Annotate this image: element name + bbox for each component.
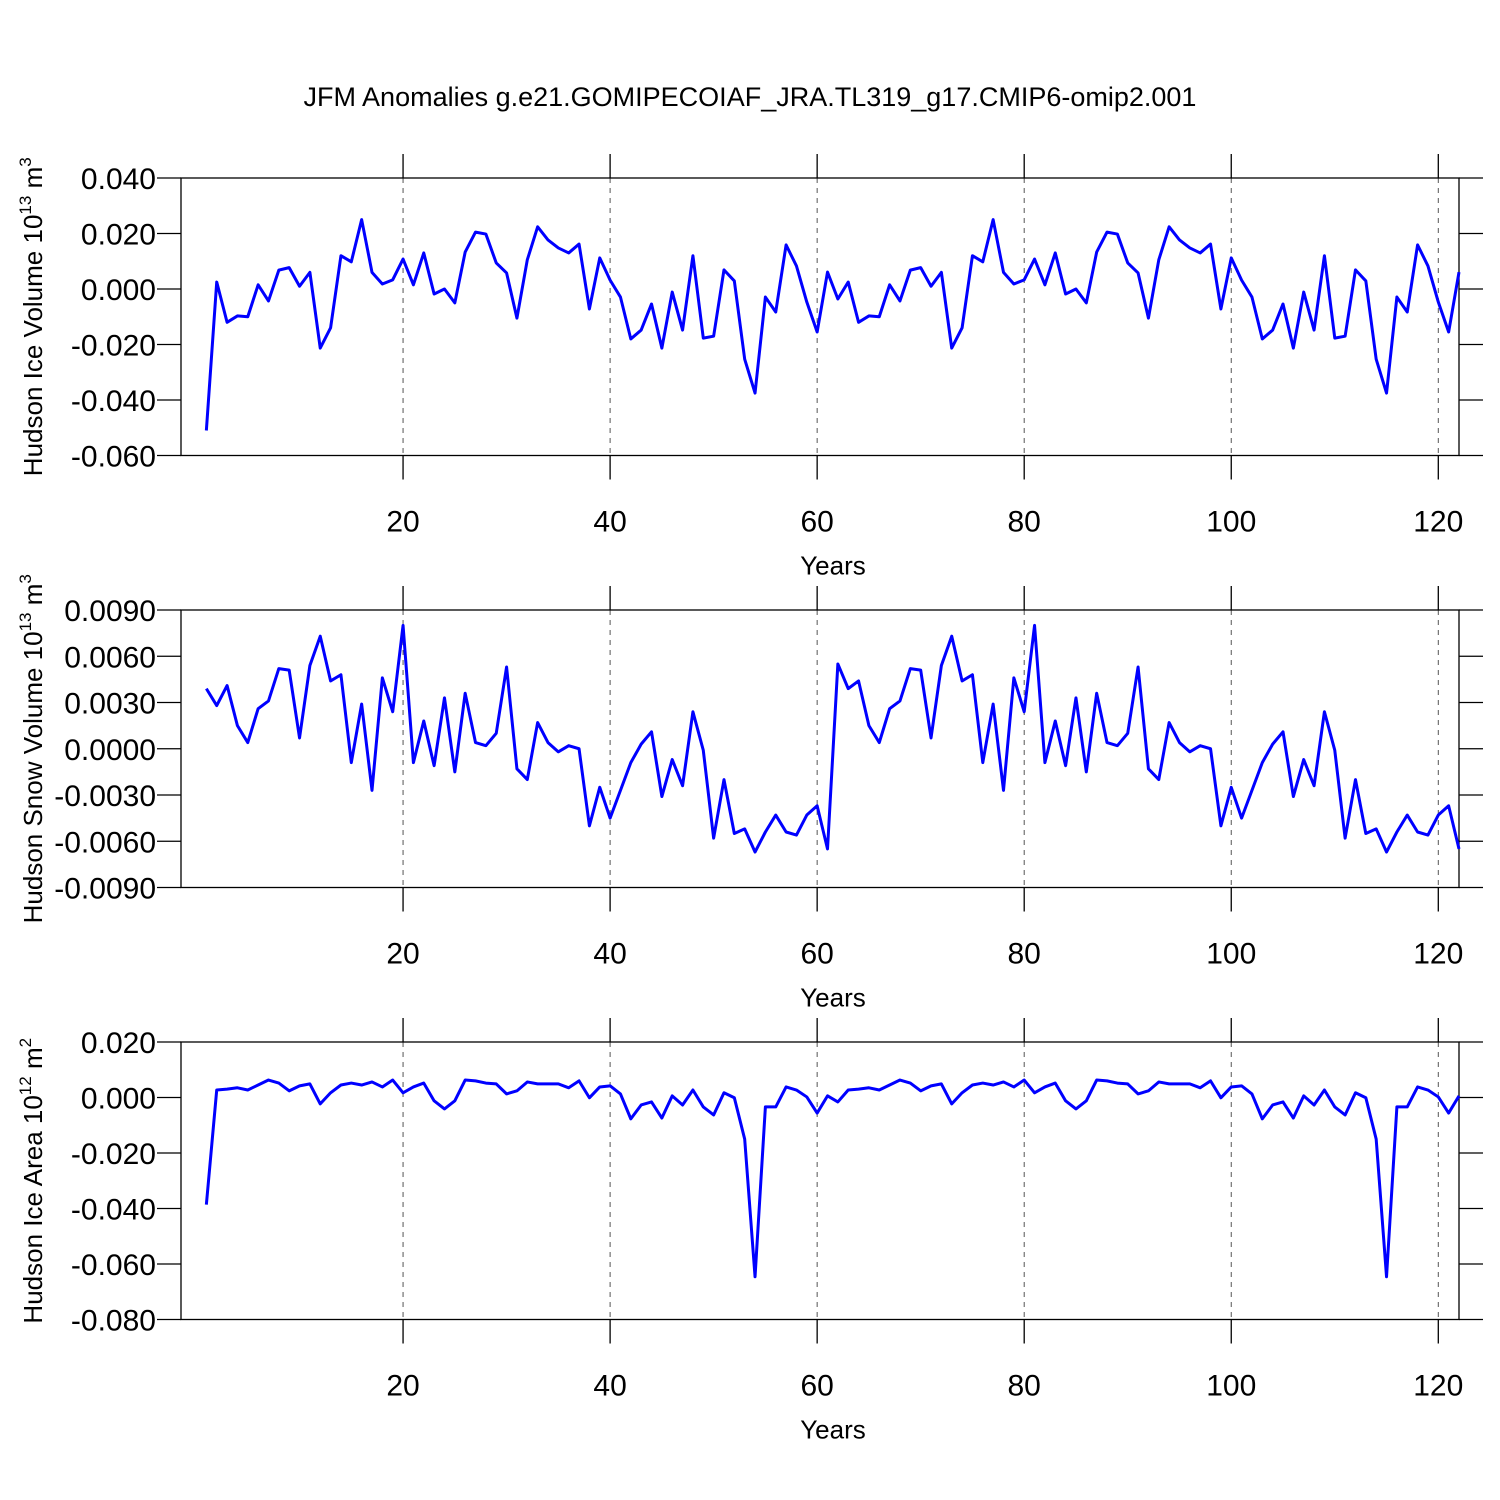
y-tick-label: 0.0030	[64, 688, 156, 721]
plot-frame	[180, 609, 1460, 889]
y-axis-title-part: Hudson Ice Area 10	[18, 1095, 48, 1323]
y-tick-label: -0.0060	[54, 826, 156, 859]
y-tick-label: -0.040	[71, 385, 156, 418]
y-axis-title: Hudson Ice Area 1012 m2	[16, 1038, 48, 1324]
y-tick-label: 0.0090	[64, 595, 156, 628]
y-tick-label: -0.040	[71, 1194, 156, 1227]
y-axis-title-part: m	[18, 1047, 48, 1076]
y-tick-label: -0.0030	[54, 780, 156, 813]
plot-frame	[180, 1041, 1460, 1321]
y-axis-title: Hudson Snow Volume 1013 m3	[16, 574, 48, 923]
plot-frame	[180, 177, 1460, 457]
y-axis-title-part: m	[18, 584, 48, 613]
x-tick-label: 120	[1413, 938, 1463, 971]
x-tick-label: 100	[1206, 1370, 1256, 1403]
x-tick-label: 80	[1008, 938, 1041, 971]
y-tick-label: -0.0090	[54, 873, 156, 906]
x-tick-label: 20	[386, 506, 419, 539]
x-tick-label: 120	[1413, 506, 1463, 539]
x-axis-title: Years	[800, 551, 866, 581]
y-tick-label: -0.060	[71, 1249, 156, 1282]
y-axis-title-exponent: 13	[16, 612, 35, 631]
y-tick-label: 0.000	[81, 1083, 156, 1116]
x-tick-label: 40	[593, 1370, 626, 1403]
x-tick-label: 100	[1206, 938, 1256, 971]
y-axis-title-part: Hudson Ice Volume 10	[18, 215, 48, 477]
x-tick-label: 60	[800, 938, 833, 971]
figure-title: JFM Anomalies g.e21.GOMIPECOIAF_JRA.TL31…	[304, 82, 1197, 112]
y-tick-label: -0.020	[71, 1138, 156, 1171]
x-tick-label: 100	[1206, 506, 1256, 539]
y-tick-label: 0.0000	[64, 734, 156, 767]
y-tick-label: 0.020	[81, 219, 156, 252]
data-line	[204, 1078, 1461, 1279]
y-axis-title-exponent: 13	[16, 196, 35, 215]
x-tick-label: 20	[386, 1370, 419, 1403]
y-tick-label: 0.020	[81, 1027, 156, 1060]
x-tick-label: 20	[386, 938, 419, 971]
y-axis-title-part: m	[18, 167, 48, 196]
y-tick-label: 0.040	[81, 163, 156, 196]
y-tick-label: -0.060	[71, 441, 156, 474]
y-axis-title-part: Hudson Snow Volume 10	[18, 631, 48, 923]
x-tick-label: 80	[1008, 506, 1041, 539]
y-tick-label: 0.000	[81, 274, 156, 307]
x-tick-label: 60	[800, 506, 833, 539]
panel: 20 40 60 80 100 120 0.020 0.000 -0.020 -0.040 -0.0…	[16, 1018, 1483, 1445]
x-tick-label: 120	[1413, 1370, 1463, 1403]
y-tick-label: -0.020	[71, 330, 156, 363]
x-axis-title: Years	[800, 983, 866, 1013]
x-tick-label: 40	[593, 506, 626, 539]
data-line	[205, 623, 1461, 854]
y-axis-title: Hudson Ice Volume 1013 m3	[16, 157, 48, 476]
x-tick-label: 80	[1008, 1370, 1041, 1403]
x-tick-label: 40	[593, 938, 626, 971]
y-axis-title-exponent: 2	[16, 1038, 35, 1047]
y-axis-title-exponent: 12	[16, 1076, 35, 1095]
y-axis-title-exponent: 3	[16, 574, 35, 583]
y-axis-title-exponent: 3	[16, 157, 35, 166]
y-tick-label: -0.080	[71, 1305, 156, 1338]
y-tick-label: 0.0060	[64, 641, 156, 674]
x-tick-label: 60	[800, 1370, 833, 1403]
panel: 20 40 60 80 100 120 0.0090 0.0060 0.0030 0.0000 -0…	[16, 574, 1483, 1013]
data-line	[204, 218, 1461, 431]
x-axis-title: Years	[800, 1415, 866, 1445]
panel: 20 40 60 80 100 120 0.040 0.020 0.000 -0.020 -0.04…	[16, 154, 1483, 581]
